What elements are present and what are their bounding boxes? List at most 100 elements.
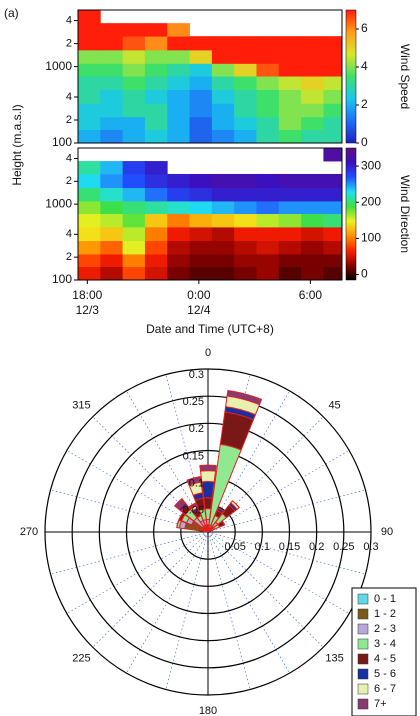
heatmap-cell	[234, 129, 257, 144]
heatmap-cell	[256, 226, 280, 242]
r-tick-label: 0.1	[189, 478, 204, 490]
heatmap-cell	[78, 173, 101, 189]
x-tick-sublabel: 12/3	[76, 303, 100, 317]
heatmap-cell	[211, 226, 235, 242]
heatmap-cell	[301, 89, 324, 104]
heatmap-cell	[122, 201, 146, 215]
heatmap-cell	[122, 129, 146, 144]
heatmap-cell	[189, 201, 213, 215]
heatmap-cell	[78, 226, 101, 242]
legend-label: 2 - 3	[374, 623, 396, 635]
heatmap-cell	[144, 187, 168, 202]
heatmap-cell	[144, 103, 168, 118]
heatmap-cell	[278, 89, 302, 104]
heatmap-cell	[144, 173, 168, 189]
heatmap-cell	[301, 76, 324, 90]
heatmap-cell	[122, 240, 146, 255]
heatmap-cell	[167, 129, 190, 144]
rose-wedge	[188, 502, 198, 510]
heatmap-cell	[278, 173, 302, 189]
heatmap-cell	[100, 213, 124, 228]
heatmap-cell	[122, 187, 146, 202]
heatmap-cell	[144, 116, 168, 130]
heatmap-cell	[211, 116, 235, 130]
heatmap-cell	[211, 129, 235, 144]
heatmap-cell	[189, 254, 213, 268]
heatmap-cell	[278, 36, 302, 51]
heatmap-cell	[278, 76, 302, 90]
heatmap-cell	[144, 36, 168, 51]
heatmap-cell	[256, 49, 280, 64]
heatmap-cell	[167, 240, 190, 255]
r-tick-label: 0.1	[255, 541, 270, 553]
heatmap-cell	[301, 254, 324, 268]
r-tick-label: 0.25	[183, 396, 204, 408]
legend-label: 1 - 2	[374, 608, 396, 620]
heatmap-cell	[144, 49, 168, 64]
heatmap-cell	[234, 226, 257, 242]
heatmap-cell	[100, 36, 124, 51]
heatmap-cell	[78, 129, 101, 144]
heatmap-cell	[144, 23, 168, 37]
heatmap-cell	[234, 63, 257, 77]
panel-label: (a)	[4, 6, 19, 20]
heatmap-cell	[100, 116, 124, 130]
heatmap-cell	[144, 161, 168, 175]
legend-label: 4 - 5	[374, 653, 396, 665]
heatmap-cell	[211, 49, 235, 64]
heatmap-cell	[189, 49, 213, 64]
legend-swatch	[357, 668, 369, 680]
heatmap-cell	[323, 76, 343, 90]
heatmap-cell	[323, 148, 343, 162]
heatmap-cell	[211, 76, 235, 90]
heatmap-cell	[78, 63, 101, 77]
heatmap-cell	[234, 187, 257, 202]
heatmap-cell	[323, 201, 343, 215]
colorbar-tick-label: 300	[361, 158, 381, 172]
rose-wedge	[176, 520, 180, 528]
heatmap-cell	[122, 173, 146, 189]
theta-tick-label: 135	[325, 652, 343, 664]
rose-wedge	[203, 497, 213, 510]
heatmap-cell	[122, 76, 146, 90]
legend-label: 5 - 6	[374, 668, 396, 680]
heatmap-cell	[256, 89, 280, 104]
heatmap-cell	[323, 254, 343, 268]
heatmap-cell	[144, 213, 168, 228]
heatmap-cell	[78, 254, 101, 268]
heatmap-cell	[301, 116, 324, 130]
y-tick-label: 2	[66, 114, 72, 126]
colorbar-title: Wind Direction	[398, 175, 412, 253]
legend-swatch	[357, 608, 369, 620]
legend-swatch	[357, 683, 369, 695]
heatmap-cell	[144, 226, 168, 242]
heatmap-cell	[323, 266, 343, 281]
y-tick-label: 4	[66, 228, 72, 240]
heatmap-cell	[100, 23, 124, 37]
theta-tick-label: 270	[20, 526, 38, 538]
heatmap-cell	[100, 129, 124, 144]
heatmap-cell	[278, 116, 302, 130]
legend-swatch	[357, 653, 369, 665]
legend-swatch	[357, 623, 369, 635]
heatmap-cell	[189, 226, 213, 242]
heatmap-cell	[78, 116, 101, 130]
heatmap-cell	[167, 103, 190, 118]
r-tick-label: 0.3	[189, 369, 204, 381]
heatmap-cell	[167, 116, 190, 130]
heatmap-cell	[78, 76, 101, 90]
heatmap-cell	[189, 213, 213, 228]
rose-wedge	[186, 476, 202, 486]
heatmap-cell	[301, 173, 324, 189]
heatmap-cell	[144, 129, 168, 144]
heatmap-cell	[100, 89, 124, 104]
heatmap-cell	[323, 103, 343, 118]
y-axis-title: Height (m.a.s.l)	[10, 104, 24, 185]
heatmap-cell	[301, 49, 324, 64]
heatmap-cell	[100, 201, 124, 215]
heatmap-cell	[278, 213, 302, 228]
legend-swatch	[357, 698, 369, 710]
r-tick-label: 0.2	[309, 541, 324, 553]
heatmap-cell	[100, 173, 124, 189]
